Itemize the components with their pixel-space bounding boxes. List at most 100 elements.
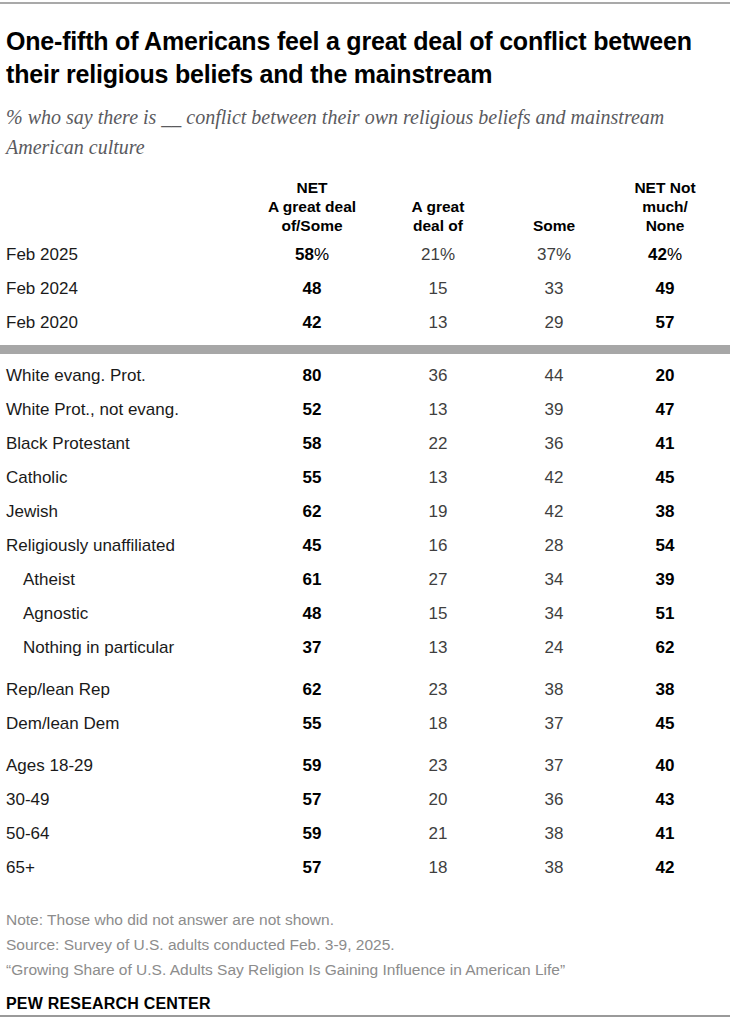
- table-body: Feb 2025 58% 21% 37% 42% Feb 2024 48 15 …: [6, 238, 720, 885]
- value-great-deal: 18: [378, 714, 498, 734]
- row-label: Nothing in particular: [6, 638, 246, 658]
- table-row: 30-49 57 20 36 43: [6, 783, 720, 817]
- value-net-great-deal-some: 59: [246, 756, 378, 776]
- row-label: Religiously unaffiliated: [6, 536, 246, 556]
- value-net-great-deal-some: 48: [246, 604, 378, 624]
- bottom-border-line: [0, 1015, 730, 1017]
- value-net-great-deal-some: 58%: [246, 245, 378, 265]
- row-label: Black Protestant: [6, 434, 246, 454]
- value-net-not-much-none: 41: [610, 824, 720, 844]
- content-area: One-fifth of Americans feel a great deal…: [0, 25, 730, 1013]
- table-row: Feb 2024 48 15 33 49: [6, 272, 720, 306]
- value-net-not-much-none: 40: [610, 756, 720, 776]
- table-row: Catholic 55 13 42 45: [6, 461, 720, 495]
- value-some: 34: [498, 604, 610, 624]
- value-net-great-deal-some: 55: [246, 714, 378, 734]
- value-some: 29: [498, 313, 610, 333]
- table-header-row: NET A great deal of/Some A great deal of…: [6, 178, 720, 235]
- value-great-deal: 23: [378, 680, 498, 700]
- value-net-not-much-none: 54: [610, 536, 720, 556]
- col-header-net-not-much-none: NET Not much/ None: [610, 178, 720, 235]
- table-row: Ages 18-29 59 23 37 40: [6, 749, 720, 783]
- table-row: Black Protestant 58 22 36 41: [6, 427, 720, 461]
- table-row: Nothing in particular 37 13 24 62: [6, 631, 720, 665]
- section-divider: [0, 345, 730, 354]
- col-header-great-deal: A great deal of: [378, 197, 498, 235]
- col-header-some: Some: [498, 216, 610, 235]
- value-great-deal: 21: [378, 824, 498, 844]
- value-some: 38: [498, 824, 610, 844]
- footnotes: Note: Those who did not answer are not s…: [6, 907, 720, 982]
- value-great-deal: 18: [378, 858, 498, 878]
- value-net-great-deal-some: 37: [246, 638, 378, 658]
- value-net-not-much-none: 51: [610, 604, 720, 624]
- value-net-not-much-none: 45: [610, 714, 720, 734]
- value-net-not-much-none: 57: [610, 313, 720, 333]
- row-label: Ages 18-29: [6, 756, 246, 776]
- value-net-not-much-none: 62: [610, 638, 720, 658]
- value-net-not-much-none: 43: [610, 790, 720, 810]
- row-label: Dem/lean Dem: [6, 714, 246, 734]
- source-line: Source: Survey of U.S. adults conducted …: [6, 932, 720, 957]
- table-row: Feb 2020 42 13 29 57: [6, 306, 720, 340]
- value-great-deal: 20: [378, 790, 498, 810]
- value-great-deal: 23: [378, 756, 498, 776]
- row-label: 50-64: [6, 824, 246, 844]
- value-some: 42: [498, 502, 610, 522]
- row-label: 65+: [6, 858, 246, 878]
- value-some: 37: [498, 714, 610, 734]
- col-header-net-great-deal-some: NET A great deal of/Some: [246, 178, 378, 235]
- value-great-deal: 13: [378, 468, 498, 488]
- page-title: One-fifth of Americans feel a great deal…: [6, 25, 720, 91]
- value-net-not-much-none: 42: [610, 858, 720, 878]
- row-label: Feb 2024: [6, 279, 246, 299]
- value-some: 34: [498, 570, 610, 590]
- row-label: Feb 2020: [6, 313, 246, 333]
- value-net-great-deal-some: 59: [246, 824, 378, 844]
- value-net-great-deal-some: 45: [246, 536, 378, 556]
- note-line: Note: Those who did not answer are not s…: [6, 907, 720, 932]
- value-some: 37: [498, 756, 610, 776]
- value-great-deal: 13: [378, 400, 498, 420]
- table-row: Religiously unaffiliated 45 16 28 54: [6, 529, 720, 563]
- table-row: White evang. Prot. 80 36 44 20: [6, 359, 720, 393]
- value-some: 38: [498, 858, 610, 878]
- infographic-page: One-fifth of Americans feel a great deal…: [0, 0, 730, 1022]
- value-net-not-much-none: 38: [610, 502, 720, 522]
- value-net-great-deal-some: 57: [246, 790, 378, 810]
- value-net-not-much-none: 41: [610, 434, 720, 454]
- table-row: Feb 2025 58% 21% 37% 42%: [6, 238, 720, 272]
- value-net-great-deal-some: 61: [246, 570, 378, 590]
- value-net-not-much-none: 49: [610, 279, 720, 299]
- subtitle: % who say there is __ conflict between t…: [6, 102, 686, 162]
- table-row: Dem/lean Dem 55 18 37 45: [6, 707, 720, 741]
- row-label: Agnostic: [6, 604, 246, 624]
- value-some: 39: [498, 400, 610, 420]
- brand-wordmark: PEW RESEARCH CENTER: [6, 995, 720, 1013]
- value-net-great-deal-some: 62: [246, 680, 378, 700]
- top-border-line: [0, 2, 730, 4]
- value-net-not-much-none: 38: [610, 680, 720, 700]
- table-row: White Prot., not evang. 52 13 39 47: [6, 393, 720, 427]
- value-some: 44: [498, 366, 610, 386]
- value-net-not-much-none: 42%: [610, 245, 720, 265]
- row-label: Catholic: [6, 468, 246, 488]
- row-label: 30-49: [6, 790, 246, 810]
- value-net-great-deal-some: 48: [246, 279, 378, 299]
- table-row: 65+ 57 18 38 42: [6, 851, 720, 885]
- value-some: 38: [498, 680, 610, 700]
- value-net-great-deal-some: 52: [246, 400, 378, 420]
- row-label: Feb 2025: [6, 245, 246, 265]
- value-net-not-much-none: 39: [610, 570, 720, 590]
- value-some: 36: [498, 790, 610, 810]
- value-great-deal: 27: [378, 570, 498, 590]
- value-great-deal: 19: [378, 502, 498, 522]
- value-net-great-deal-some: 57: [246, 858, 378, 878]
- value-net-great-deal-some: 55: [246, 468, 378, 488]
- row-label: White Prot., not evang.: [6, 400, 246, 420]
- value-some: 37%: [498, 245, 610, 265]
- data-table: NET A great deal of/Some A great deal of…: [6, 178, 720, 885]
- value-some: 24: [498, 638, 610, 658]
- value-net-not-much-none: 45: [610, 468, 720, 488]
- table-row: Agnostic 48 15 34 51: [6, 597, 720, 631]
